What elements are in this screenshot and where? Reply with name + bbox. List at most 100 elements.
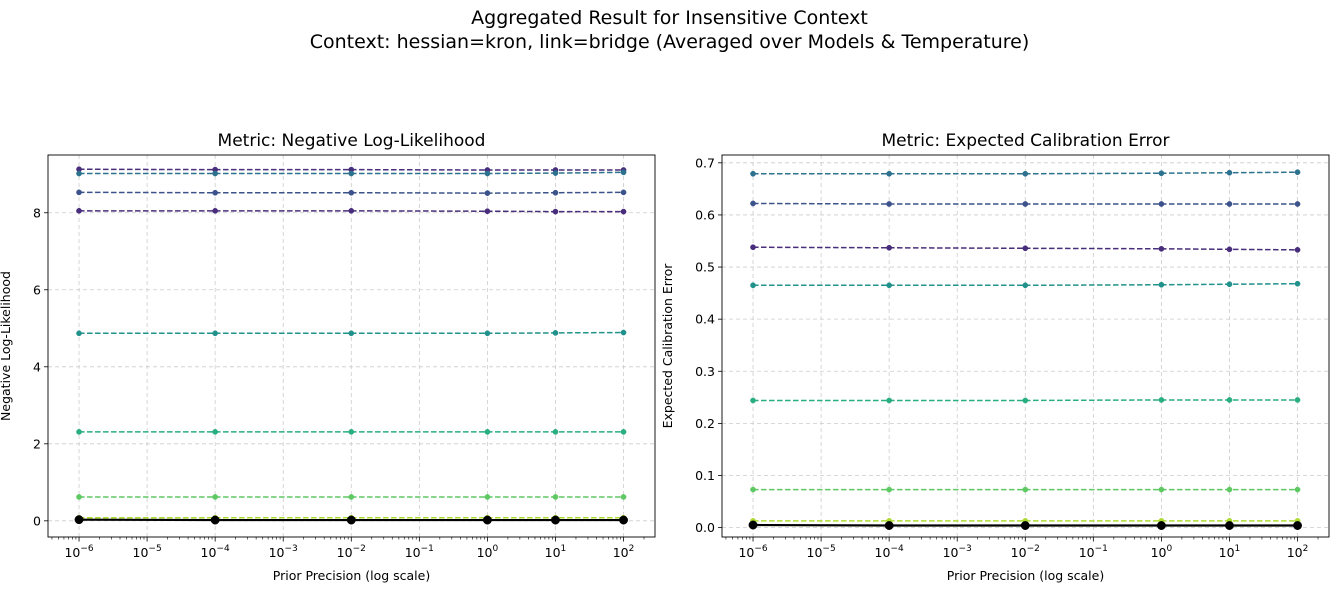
data-point (1158, 245, 1165, 252)
data-point (886, 201, 893, 207)
y-axis-label: Negative Log-Likelihood (0, 271, 13, 421)
data-point (212, 189, 219, 196)
series-line-4 (79, 210, 624, 213)
data-point (1226, 201, 1233, 207)
x-tick-label: 101 (1219, 544, 1241, 560)
y-tick-label: 0.2 (695, 416, 715, 431)
y-tick-label: 0.6 (695, 207, 715, 222)
series-line-5 (753, 399, 1298, 402)
x-tick-label: 10−4 (201, 544, 230, 560)
data-point (484, 429, 491, 435)
data-point (1294, 201, 1301, 207)
series-line-1 (79, 168, 624, 171)
data-point (886, 486, 893, 493)
x-tick-label: 10−3 (269, 544, 298, 560)
data-point (484, 208, 491, 215)
data-point (552, 170, 559, 176)
data-point (620, 208, 627, 215)
data-point (1158, 486, 1165, 493)
series-line-3 (753, 246, 1298, 251)
data-point (1294, 280, 1301, 287)
x-tick-label: 100 (477, 544, 499, 560)
chart-panel-2: 0.0 0.1 0.2 0.3 0.4 0.5 0.6 0.7 10−6 10−5 10−4 10−3… (660, 131, 1330, 583)
data-point (1022, 486, 1029, 493)
data-point (552, 189, 559, 196)
data-point (886, 397, 893, 404)
x-tick-label: 101 (545, 544, 567, 560)
series-line-4 (753, 282, 1298, 287)
data-point (1226, 169, 1233, 176)
y-tick-label: 8 (33, 205, 41, 220)
data-point (76, 494, 82, 500)
data-point (348, 189, 355, 196)
figure-title-line-2: Context: hessian=kron, link=bridge (Aver… (309, 31, 1030, 53)
x-tick-label: 102 (613, 544, 635, 560)
data-point (1022, 282, 1029, 289)
data-point (212, 207, 219, 214)
x-tick-label: 10−6 (64, 544, 93, 560)
y-tick-label: 0.7 (695, 155, 715, 170)
data-point (1226, 397, 1233, 403)
data-point (1158, 397, 1165, 403)
y-tick-label: 0.1 (695, 468, 715, 483)
chart-title: Metric: Expected Calibration Error (881, 131, 1169, 151)
data-point (620, 189, 627, 196)
data-point (748, 520, 758, 530)
data-point (750, 282, 756, 289)
data-point (76, 170, 82, 177)
data-point (1293, 521, 1302, 530)
x-tick-label: 10−1 (1079, 544, 1108, 560)
figure-title: Aggregated Result for Insensitive Contex… (0, 6, 1339, 54)
data-point (750, 397, 756, 404)
x-tick-label: 102 (1287, 544, 1309, 560)
data-point (482, 515, 492, 525)
x-tick-label: 10−4 (875, 544, 904, 560)
data-point (1158, 281, 1165, 288)
data-point (884, 521, 894, 530)
data-point (620, 329, 627, 336)
y-tick-label: 0 (33, 513, 41, 528)
data-point (552, 330, 559, 336)
series-line-2 (79, 171, 624, 175)
data-point (620, 494, 627, 500)
data-point (212, 429, 219, 435)
x-tick-label: 10−5 (807, 544, 836, 560)
x-tick-label: 10−2 (1011, 544, 1040, 560)
series-line-8 (753, 523, 1298, 527)
x-tick-label: 100 (1151, 544, 1173, 560)
figure-title-line-1: Aggregated Result for Insensitive Contex… (471, 7, 868, 29)
data-point (1022, 201, 1029, 207)
data-point (620, 169, 627, 176)
data-point (76, 207, 82, 214)
data-point (1158, 201, 1165, 207)
data-point (212, 494, 219, 500)
data-point (1158, 170, 1165, 177)
data-point (1294, 486, 1301, 493)
data-point (750, 170, 756, 177)
data-point (348, 330, 355, 337)
y-tick-label: 0.3 (695, 364, 715, 379)
data-point (750, 486, 756, 493)
data-point (1294, 246, 1301, 253)
data-point (210, 515, 220, 525)
data-point (76, 189, 82, 196)
x-tick-label: 10−2 (337, 544, 366, 560)
data-point (750, 200, 756, 207)
data-point (1226, 246, 1233, 253)
data-point (1226, 281, 1233, 288)
data-point (886, 282, 893, 289)
data-point (348, 207, 355, 214)
data-point (1020, 521, 1030, 530)
data-point (212, 330, 219, 337)
data-point (619, 515, 628, 525)
x-axis-label: Prior Precision (log scale) (273, 568, 430, 583)
data-point (552, 429, 559, 435)
y-tick-label: 6 (33, 282, 41, 297)
y-axis-label: Expected Calibration Error (660, 263, 675, 429)
chart-title: Metric: Negative Log-Likelihood (218, 131, 486, 151)
data-point (1225, 521, 1234, 530)
data-point (1022, 397, 1029, 404)
y-tick-label: 0.4 (695, 312, 715, 327)
data-point (484, 330, 491, 337)
data-point (1156, 521, 1166, 530)
